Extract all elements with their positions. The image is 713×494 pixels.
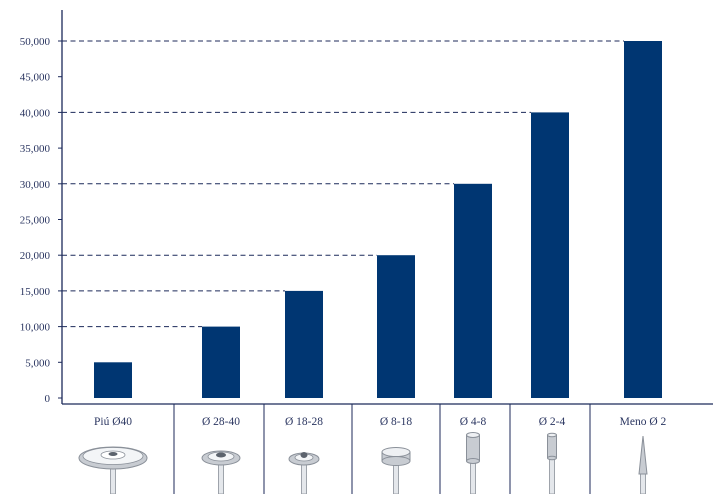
y-tick-label: 30,000 — [20, 179, 51, 191]
narrow-cylinder-tool-icon — [547, 432, 557, 494]
small-disc-tool-icon — [288, 452, 320, 494]
category-label: Piú Ø40 — [94, 416, 132, 428]
y-tick-label: 5,000 — [25, 357, 50, 369]
category-label: Ø 18-28 — [285, 416, 323, 428]
bar — [285, 290, 323, 398]
category-label: Ø 2-4 — [539, 416, 566, 428]
bar — [624, 41, 662, 398]
category-label: Ø 4-8 — [460, 416, 487, 428]
y-tick-label: 10,000 — [20, 322, 51, 334]
y-tick-label: 0 — [45, 393, 51, 405]
y-tick-label: 15,000 — [20, 286, 51, 298]
pointed-cone-tool-icon — [638, 435, 648, 494]
category-label: Ø 28-40 — [202, 416, 240, 428]
bar — [531, 112, 569, 399]
bar — [202, 326, 240, 398]
y-tick-label: 45,000 — [20, 72, 51, 84]
bars — [94, 41, 662, 399]
y-tick-labels: 0 5,000 10,000 15,000 20,000 25,000 30,000 35,0… — [20, 36, 62, 405]
bar — [454, 183, 492, 398]
category-labels: Piú Ø40 Ø 28-40 Ø 18-28 Ø 8-18 Ø 4-8 Ø 2-4 Men… — [94, 416, 667, 428]
grid-lines — [62, 40, 624, 328]
bar — [94, 362, 132, 398]
large-disc-tool-icon — [78, 446, 148, 494]
y-tick-label: 35,000 — [20, 143, 51, 155]
y-tick-label: 25,000 — [20, 215, 51, 227]
y-tick-label: 50,000 — [20, 36, 51, 48]
bar — [377, 255, 415, 398]
category-label: Ø 8-18 — [380, 416, 413, 428]
axes — [61, 10, 713, 405]
disc-grinder-tool-icon — [381, 447, 411, 494]
y-tick-label: 40,000 — [20, 107, 51, 119]
y-tick-label: 20,000 — [20, 250, 51, 262]
category-separators — [173, 404, 591, 494]
tool-icons — [78, 432, 648, 494]
cylinder-grinder-tool-icon — [466, 432, 480, 494]
medium-disc-tool-icon — [201, 450, 241, 494]
category-label: Meno Ø 2 — [620, 416, 667, 428]
